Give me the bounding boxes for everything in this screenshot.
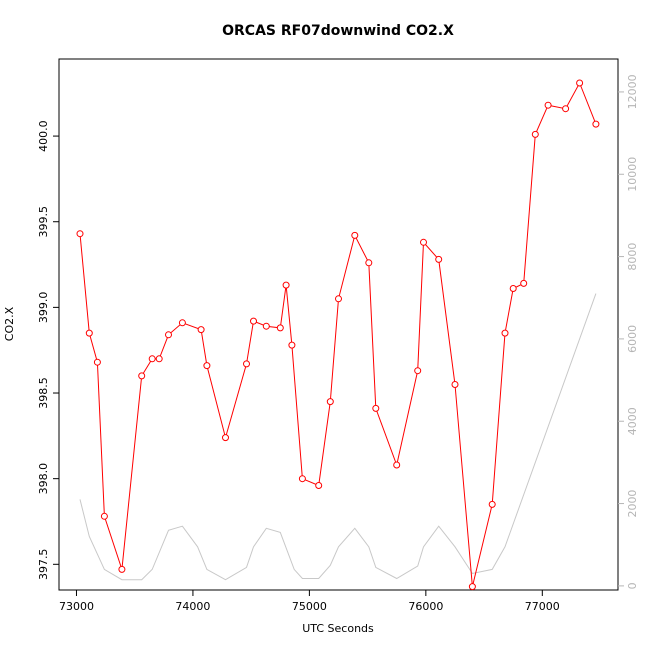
y2-tick-label: 4000 bbox=[626, 407, 639, 435]
co2-data-point bbox=[509, 285, 517, 292]
co2-data-point bbox=[288, 341, 296, 349]
y2-tick-label: 2000 bbox=[626, 490, 639, 518]
co2-data-point bbox=[501, 329, 509, 337]
y-tick-label: 398.0 bbox=[37, 463, 50, 495]
co2-data-point bbox=[335, 295, 342, 303]
co2-data-point bbox=[544, 101, 552, 109]
co2-data-point bbox=[451, 381, 459, 388]
co2-data-point bbox=[243, 360, 250, 368]
co2-data-point bbox=[282, 281, 290, 289]
x-axis: 73000 74000 75000 76000 77000 bbox=[59, 590, 560, 613]
co2-data-point bbox=[100, 512, 108, 520]
co2-data-point bbox=[351, 231, 359, 239]
co2-data-point bbox=[178, 319, 186, 327]
co2-data-point bbox=[393, 461, 401, 469]
co2-data-point bbox=[93, 358, 101, 366]
y-axis-label: CO2.X bbox=[3, 306, 16, 341]
x-tick-label: 76000 bbox=[408, 600, 443, 613]
co2-data-point bbox=[262, 322, 270, 330]
y2-tick-label: 0 bbox=[626, 582, 639, 589]
x-axis-label: UTC Seconds bbox=[302, 622, 374, 635]
co2-data-point bbox=[576, 79, 584, 87]
co2-data-point bbox=[468, 583, 476, 591]
y-tick-label: 399.5 bbox=[37, 206, 50, 238]
co2-data-point bbox=[592, 120, 600, 128]
plot-frame bbox=[58, 58, 619, 591]
co2-data-point bbox=[562, 105, 570, 113]
x-tick-label: 77000 bbox=[525, 600, 560, 613]
x-tick-label: 75000 bbox=[292, 600, 327, 613]
y-tick-label: 398.5 bbox=[37, 377, 50, 409]
y2-tick-label: 8000 bbox=[626, 243, 639, 271]
co2-data-point bbox=[165, 331, 172, 339]
co2-data-point bbox=[520, 279, 528, 287]
co2-data-point bbox=[315, 482, 323, 489]
co2-data-point bbox=[138, 372, 146, 380]
co2-data-point bbox=[531, 130, 539, 138]
co2-data-point bbox=[197, 326, 205, 334]
y2-tick-label: 12000 bbox=[626, 74, 639, 109]
series-layer bbox=[76, 79, 600, 591]
co2-data-point bbox=[435, 255, 443, 263]
x-tick-label: 74000 bbox=[175, 600, 210, 613]
y-tick-label: 397.5 bbox=[37, 549, 50, 581]
co2-data-point bbox=[365, 259, 373, 267]
co2-data-point bbox=[203, 362, 211, 370]
y2-tick-label: 6000 bbox=[626, 325, 639, 353]
co2-data-point bbox=[414, 367, 422, 375]
co2-data-point bbox=[372, 404, 380, 412]
co2-data-point bbox=[488, 500, 496, 508]
y-tick-label: 400.0 bbox=[37, 120, 50, 152]
co2-data-point bbox=[155, 355, 163, 363]
co2-data-point bbox=[76, 230, 84, 238]
co2-data-point bbox=[276, 324, 284, 332]
x-tick-label: 73000 bbox=[59, 600, 94, 613]
y-tick-label: 399.0 bbox=[37, 292, 50, 324]
co2-data-point bbox=[148, 355, 156, 363]
altitude-series-line bbox=[79, 293, 597, 581]
y-axis-right: 0 2000 4000 6000 8000 10000 12000 bbox=[618, 74, 639, 589]
co2-data-point bbox=[420, 238, 427, 246]
co2-data-point bbox=[222, 434, 229, 442]
co2-data-point bbox=[85, 329, 93, 337]
chart-title: ORCAS RF07downwind CO2.X bbox=[222, 23, 454, 39]
co2-data-point bbox=[250, 317, 257, 325]
co2-data-point bbox=[118, 565, 126, 573]
y2-tick-label: 10000 bbox=[626, 157, 639, 192]
co2-data-point bbox=[298, 475, 306, 483]
y-axis-left: 397.5 398.0 398.5 399.0 399.5 400.0 bbox=[37, 120, 59, 580]
co2-data-point bbox=[326, 398, 334, 406]
